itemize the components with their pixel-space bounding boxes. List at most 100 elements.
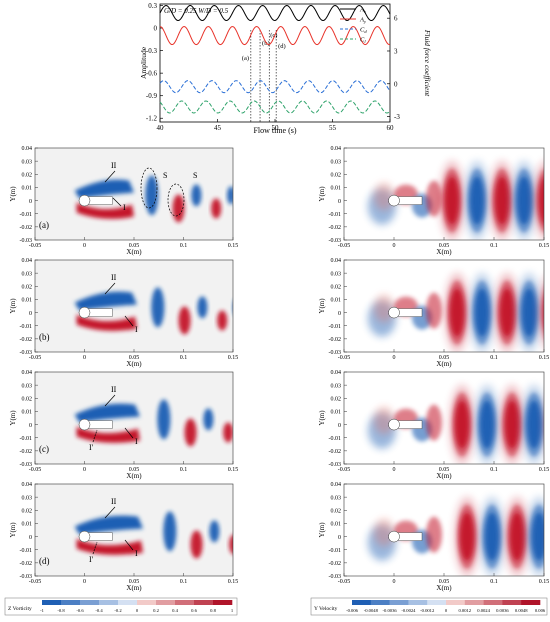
vort-ann-2-0: II [111,385,117,394]
vel-ytick-1-3: 0.01 [331,298,342,304]
vel-ytick-2-5: -0.01 [329,436,342,442]
vort-xtick-0-4: 0.15 [228,243,239,249]
vort-ytick-0-2: 0.02 [22,172,33,178]
vort-ann-3-2: I [135,549,138,558]
cb-vort-swatch-5 [137,600,157,605]
vort-xlabel-1: X(m) [126,360,142,368]
vel-ylabel-2: Y(m) [318,410,326,426]
vort-annotations-1: III [104,273,138,334]
vel-xtick-0-2: 0.05 [439,243,450,249]
vel-xtick-2-2: 0.05 [439,467,450,473]
vort-ytick-3-7: -0.03 [20,574,33,580]
right-tick-label-3: -3 [394,113,400,121]
line-chart-params: G/D = 0.25 W/D = 0.5 [164,7,229,15]
vort-xtick-2-0: -0.05 [29,467,42,473]
vort-xlabel-2: X(m) [126,472,142,480]
vort-ytick-2-2: 0.02 [22,396,33,402]
x-tick-label-0: 40 [157,124,165,132]
cb-vort-tick-6: 0.2 [153,608,159,613]
line-chart-xlabel: Flow time (s) [253,126,296,135]
vort-xtick-2-2: 0.05 [129,467,140,473]
velocity-panel-0: 0.04 0.03 0.02 0.01 0 -0.01 -0.02 -0.03-0.05 0 0.… [318,146,549,256]
vort-ytick-2-5: -0.01 [20,436,33,442]
marker-label-0: (a) [242,55,249,62]
cb-vort-tick-10: 1 [231,608,234,613]
vel-ytick-1-4: 0 [338,311,341,317]
vort-xtick-2-4: 0.15 [228,467,239,473]
marker-label-1: (b) [262,40,270,47]
cb-vel-tick-0: -0.006 [346,608,359,613]
vort-ann-0-1: I [123,203,126,212]
vel-ytick-2-6: -0.02 [329,449,342,455]
vort-panel-label-2: (c) [39,444,49,454]
vort-xtick-1-0: -0.05 [29,355,42,361]
vort-ann-3-1: I' [89,555,94,564]
right-tick-label-0: 6 [394,15,398,23]
vel-xtick-3-4: 0.15 [539,579,550,585]
vort-ytick-3-3: 0.01 [22,522,33,528]
vel-ytick-0-2: 0.02 [331,172,342,178]
vel-xtick-3-0: -0.05 [338,579,351,585]
cb-vort-swatch-3 [99,600,119,605]
vel-xlabel-2: X(m) [436,472,452,480]
vort-ann-2-1: I' [89,443,94,452]
vort-xtick-0-1: 0 [83,243,86,249]
velocity-panel-1: 0.04 0.03 0.02 0.01 0 -0.01 -0.02 -0.03-0.05 0 0.… [318,258,550,368]
line-chart-legend: Ax Ay Cd Cl [340,7,367,44]
cb-vort-tick-4: -0.2 [114,608,122,613]
cb-vel-swatch-0 [352,600,372,605]
line-chart-markers: (a) (b)(c)(d) [242,30,286,122]
legend-label-0: Ax [359,7,366,15]
vel-ytick-1-2: 0.02 [331,284,342,290]
vel-ytick-0-1: 0.03 [331,159,342,165]
vel-xtick-1-4: 0.15 [539,355,550,361]
vorticity-colorbar: Z Vorticity -1 -0.8 -0.6 -0.4 -0.2 0 0.2 0.4 0.6… [4,597,238,616]
vort-ytick-0-1: 0.03 [22,159,33,165]
vort-ytick-0-6: -0.02 [20,225,33,231]
vort-ylabel-0: Y(m) [9,186,17,202]
cb-vel-tick-2: -0.0036 [383,608,398,613]
vort-ytick-1-7: -0.03 [20,350,33,356]
vel-ylabel-1: Y(m) [318,298,326,314]
vort-ytick-2-6: -0.02 [20,449,33,455]
cb-vort-swatch-2 [80,600,100,605]
vel-xtick-1-2: 0.05 [439,355,450,361]
velocity-panel-3: 0.04 0.03 0.02 0.01 0 -0.01 -0.02 -0.03-0.05 0 0.… [318,482,550,592]
left-tick-label-5: -1.2 [146,115,158,123]
vort-ylabel-1: Y(m) [9,298,17,314]
vort-ytick-0-0: 0.04 [22,146,33,152]
vel-xlabel-0: X(m) [436,248,452,256]
vort-ylabel-2: Y(m) [9,410,17,426]
left-tick-label-2: -0.3 [146,47,158,55]
vel-ytick-1-6: -0.02 [329,337,342,343]
velocity-colorbar: Y Velocity -0.006 -0.0048 -0.0036 -0.0024 -0… [310,597,548,616]
vort-xtick-3-0: -0.05 [29,579,42,585]
vort-ytick-3-2: 0.02 [22,508,33,514]
vort-ytick-3-6: -0.02 [20,561,33,567]
right-tick-label-1: 3 [394,47,398,55]
vort-ann-3-0: II [111,497,117,506]
vel-ytick-0-6: -0.02 [329,225,342,231]
vel-ytick-0-5: -0.01 [329,212,342,218]
cb-vort-tick-3: -0.4 [95,608,103,613]
cb-vel-swatch-6 [464,600,484,605]
left-tick-label-0: 0.3 [148,2,157,10]
series-ax-line [159,4,391,22]
vorticity-colorbar-label: Z Vorticity [8,606,32,612]
vel-ytick-0-7: -0.03 [329,238,342,244]
vel-xtick-3-1: 0 [393,579,396,585]
cb-vort-tick-8: 0.6 [191,608,197,613]
vel-ytick-3-5: -0.01 [329,548,342,554]
vort-panel-label-0: (a) [39,220,49,230]
vel-ytick-2-1: 0.03 [331,383,342,389]
vel-ytick-3-7: -0.03 [329,574,342,580]
cb-vel-tick-8: 0.0036 [496,608,509,613]
vorticity-panel-0: 0.04 0.03 0.02 0.01 0 -0.01 -0.02 -0.03-0.05 0 0.… [9,146,238,256]
vort-ytick-2-0: 0.04 [22,370,33,376]
vort-xtick-1-4: 0.15 [228,355,239,361]
cb-vort-swatch-7 [175,600,195,605]
vel-xtick-3-2: 0.05 [439,579,450,585]
vel-xlabel-1: X(m) [436,360,452,368]
cylinder-shape [78,306,91,319]
